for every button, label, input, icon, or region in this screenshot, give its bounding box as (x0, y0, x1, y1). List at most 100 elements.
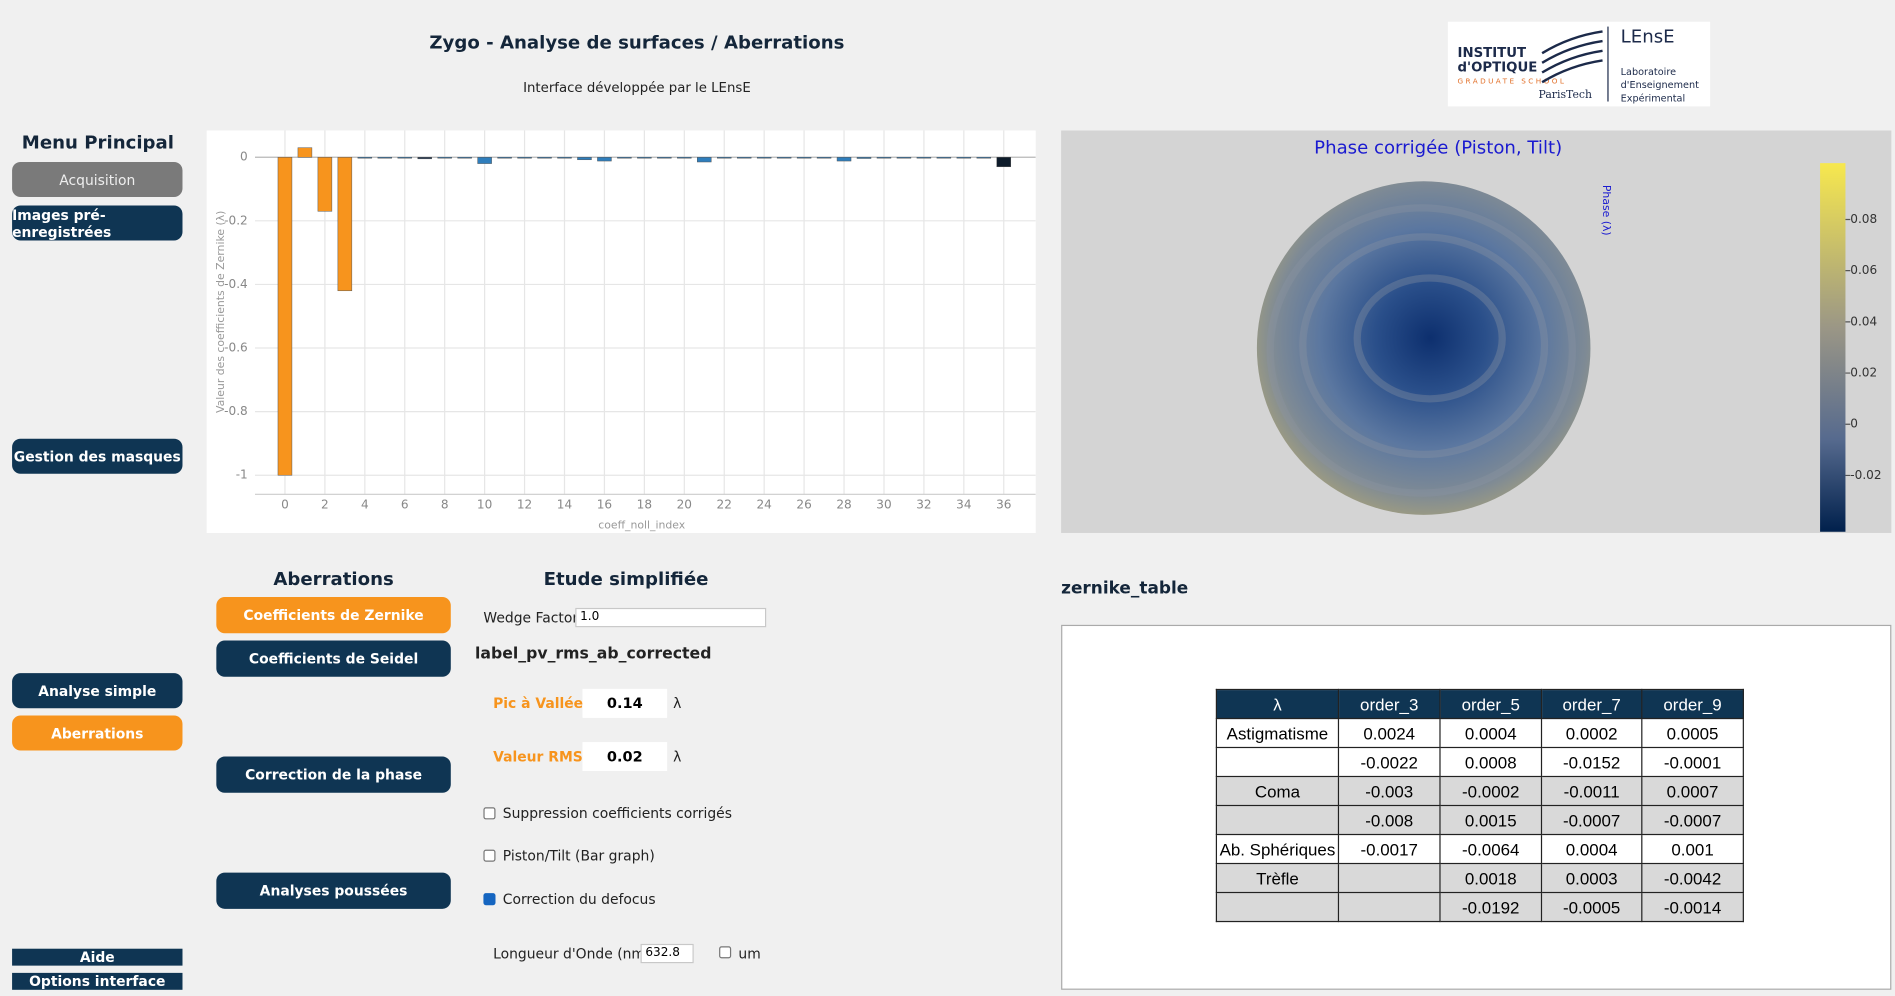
bar (637, 156, 652, 159)
bar (736, 156, 752, 159)
bar (816, 156, 832, 159)
phase-map: Phase corrigée (Piston, Tilt) Phase (λ) … (1061, 130, 1892, 533)
checkbox-label: Correction du defocus (502, 890, 656, 908)
table-header-cell: λ (1215, 688, 1340, 720)
table-row: Astigmatisme 0.0024 0.0004 0.0002 0.0005 (1215, 717, 1744, 749)
table-cell: -0.0011 (1540, 775, 1643, 807)
bar (437, 156, 452, 159)
bar (916, 156, 932, 159)
table-header-cell: order_3 (1337, 688, 1441, 720)
x-tick-label: 0 (281, 498, 289, 512)
text-input[interactable]: 632.8 (640, 943, 694, 964)
table-cell (1337, 891, 1441, 923)
menu-button[interactable]: Aberrations (12, 715, 183, 751)
table-title: zernike_table (1061, 578, 1189, 599)
button[interactable]: Coefficients de Zernike (216, 597, 451, 634)
field-label: Valeur RMS (493, 748, 583, 766)
zernike-table: λ order_3 order_5 order_7 order_9 Astigmatism… (1215, 688, 1744, 923)
menu-button[interactable]: Images pré-enregistrées (12, 205, 183, 241)
colorbar-tick-label: 0.06 (1850, 263, 1877, 277)
bar (697, 156, 712, 163)
bar (357, 156, 373, 159)
table-cell: 0.0004 (1439, 717, 1543, 749)
table-row: -0.0022 0.0008 -0.0152 -0.0001 (1215, 746, 1744, 778)
section-title: Etude simplifiée (543, 568, 709, 590)
table-header-cell: order_5 (1439, 688, 1543, 720)
menu-button[interactable]: Acquisition (12, 161, 183, 197)
table-cell: -0.0005 (1540, 891, 1643, 923)
app-title: Zygo - Analyse de surfaces / Aberrations (429, 31, 845, 54)
phase-title: Phase corrigée (Piston, Tilt) (1314, 138, 1562, 159)
table-cell: Coma (1215, 775, 1340, 807)
bar (677, 156, 692, 159)
colorbar-tick-label: 0.02 (1850, 366, 1877, 380)
colorbar-tick-label: 0.08 (1850, 212, 1877, 226)
bar (277, 156, 293, 476)
x-tick-label: 12 (517, 498, 532, 512)
logo-text: ParisTech (1538, 89, 1593, 102)
table-row: -0.0192 -0.0005 -0.0014 (1215, 891, 1744, 923)
checkbox[interactable] (483, 807, 496, 820)
colorbar-tick-label: 0.04 (1850, 314, 1877, 328)
table-cell: -0.0017 (1337, 833, 1441, 865)
bar (317, 156, 333, 212)
table-header-cell: order_7 (1540, 688, 1643, 720)
menu-button[interactable]: Gestion des masques (12, 438, 183, 474)
table-cell: -0.0192 (1439, 891, 1543, 923)
bar (497, 156, 512, 159)
bar (537, 156, 552, 159)
table-cell: -0.0152 (1540, 746, 1643, 778)
y-tick-label: -1 (236, 468, 248, 482)
bar (717, 156, 732, 159)
y-tick-label: -0.8 (224, 404, 248, 418)
x-tick-label: 36 (996, 498, 1011, 512)
bar (397, 156, 412, 159)
menu-button[interactable]: Analyse simple (12, 673, 183, 709)
bar (477, 156, 492, 164)
menu-button[interactable]: Aide (12, 948, 183, 966)
checkbox[interactable] (483, 893, 496, 906)
x-tick-label: 20 (677, 498, 692, 512)
table-cell: 0.0024 (1337, 717, 1441, 749)
table-cell: -0.0007 (1540, 804, 1643, 836)
table-cell: 0.0015 (1439, 804, 1543, 836)
button[interactable]: Correction de la phase (216, 756, 451, 793)
colorbar-tick-label: 0 (1850, 417, 1858, 431)
table-header-cell: order_9 (1641, 688, 1744, 720)
table-cell: 0.0005 (1641, 717, 1744, 749)
checkbox-label: Suppression coefficients corrigés (502, 804, 732, 822)
table-cell (1337, 862, 1441, 894)
bar (337, 156, 353, 292)
logo-divider (1607, 26, 1609, 102)
bar (417, 156, 432, 160)
checkbox[interactable] (719, 946, 732, 959)
logo-text: Laboratoire (1620, 66, 1677, 78)
bar (876, 156, 892, 159)
y-tick-label: -0.2 (224, 213, 248, 227)
value-display: 0.02 (582, 742, 668, 772)
bar (517, 156, 532, 159)
x-tick-label: 18 (637, 498, 652, 512)
table-cell: 0.0003 (1540, 862, 1643, 894)
menu-button[interactable]: Options interface (12, 972, 183, 990)
logo-text: GRADUATE SCHOOL (1457, 77, 1567, 86)
bar (896, 156, 912, 159)
y-axis-label: Valeur des coefficients de Zernike (λ) (214, 211, 227, 413)
x-tick-label: 30 (876, 498, 891, 512)
logo-swoosh (1541, 30, 1603, 84)
table-cell: 0.0002 (1540, 717, 1643, 749)
bar (776, 156, 792, 159)
button[interactable]: Coefficients de Seidel (216, 640, 451, 677)
checkbox[interactable] (483, 849, 496, 862)
x-tick-label: 10 (477, 498, 492, 512)
text-input[interactable]: 1.0 (575, 607, 767, 628)
table-cell: -0.008 (1337, 804, 1441, 836)
x-tick-label: 22 (717, 498, 732, 512)
subtitle: Interface développée par le LEnsE (523, 79, 751, 96)
bar (756, 156, 772, 159)
bar (557, 156, 572, 159)
button[interactable]: Analyses poussées (216, 872, 451, 909)
x-tick-label: 28 (836, 498, 851, 512)
x-tick-label: 2 (321, 498, 329, 512)
